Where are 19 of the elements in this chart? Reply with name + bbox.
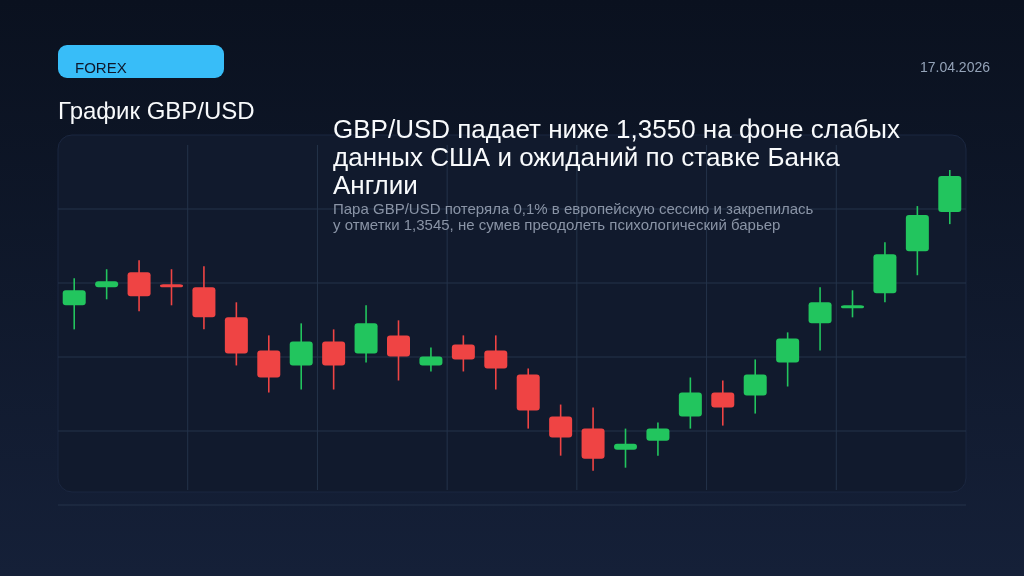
candlestick xyxy=(62,277,86,331)
candlestick xyxy=(549,403,573,457)
candlestick xyxy=(95,268,119,301)
candlestick xyxy=(711,379,735,427)
chart-subtitle: GBP/USD падает ниже 1,3550 на фоне слабых данных США и ожиданий по ставке Банка Англии xyxy=(333,114,900,200)
candlestick xyxy=(451,334,475,373)
candlestick xyxy=(743,358,767,415)
candlestick xyxy=(419,346,443,373)
text: FOREX xyxy=(75,59,127,76)
candlestick xyxy=(646,421,670,457)
candlestick xyxy=(387,319,410,382)
candlestick xyxy=(484,334,508,391)
chart-title: График GBP/USD xyxy=(58,97,255,124)
candlestick xyxy=(841,289,864,319)
candlestick xyxy=(160,268,183,307)
annotation: Пара GBP/USD потеряла 0,1% в европейскую сессию и закрепилась у отметки 1,3545, не сумев преодолеть психологический барьер xyxy=(333,200,814,233)
text: 17.04.2026 xyxy=(919,59,991,75)
candlestick xyxy=(614,427,637,469)
candlestick xyxy=(808,286,832,352)
